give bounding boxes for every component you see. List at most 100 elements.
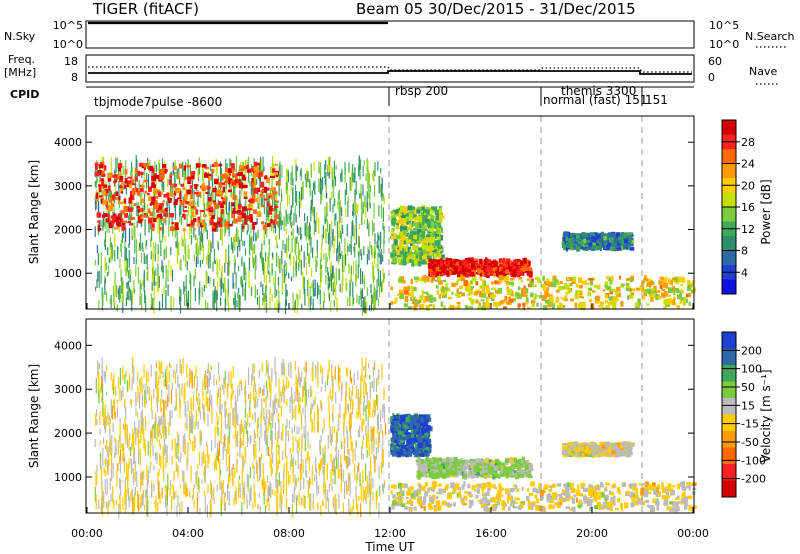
heatmap-cell bbox=[220, 426, 222, 445]
heatmap-cell bbox=[101, 375, 103, 390]
heatmap-cell bbox=[495, 289, 499, 294]
heatmap-cell bbox=[490, 294, 495, 299]
heatmap-cell bbox=[360, 287, 362, 300]
heatmap-cell bbox=[592, 290, 596, 293]
heatmap-cell bbox=[449, 261, 454, 268]
heatmap-cell bbox=[127, 221, 131, 224]
y-tick-label: 4000 bbox=[54, 136, 82, 149]
heatmap-cell bbox=[281, 250, 283, 264]
heatmap-cell bbox=[246, 230, 248, 235]
heatmap-cell bbox=[174, 190, 177, 197]
heatmap-cell bbox=[641, 280, 645, 287]
heatmap-cell bbox=[236, 227, 238, 243]
heatmap-cell bbox=[245, 199, 247, 211]
heatmap-cell bbox=[159, 175, 165, 181]
heatmap-cell bbox=[159, 492, 161, 504]
heatmap-cell bbox=[502, 272, 506, 278]
heatmap-cell bbox=[485, 270, 489, 274]
heatmap-cell bbox=[106, 218, 108, 233]
heatmap-cell bbox=[353, 373, 355, 385]
heatmap-cell bbox=[604, 300, 608, 304]
heatmap-cell bbox=[352, 211, 354, 216]
heatmap-cell bbox=[325, 160, 327, 170]
heatmap-cell bbox=[104, 231, 107, 243]
heatmap-cell bbox=[484, 302, 488, 308]
heatmap-cell bbox=[307, 226, 310, 240]
heatmap-cell bbox=[217, 242, 219, 250]
heatmap-cell bbox=[101, 370, 104, 384]
heatmap-cell bbox=[128, 207, 133, 213]
nsky-tick-top-left: 10^5 bbox=[53, 19, 83, 32]
heatmap-cell bbox=[270, 175, 275, 179]
heatmap-cell bbox=[309, 493, 311, 512]
heatmap-cell bbox=[435, 285, 439, 289]
heatmap-cell bbox=[383, 272, 385, 279]
heatmap-cell bbox=[174, 223, 179, 227]
heatmap-cell bbox=[186, 164, 191, 168]
heatmap-cell bbox=[390, 286, 393, 291]
heatmap-cell bbox=[149, 165, 154, 172]
heatmap-cell bbox=[250, 224, 252, 234]
heatmap-cell bbox=[214, 458, 217, 468]
heatmap-cell bbox=[168, 212, 170, 224]
heatmap-cell bbox=[444, 287, 448, 291]
heatmap-cell bbox=[339, 403, 341, 419]
heatmap-cell bbox=[486, 300, 489, 305]
heatmap-cell bbox=[183, 168, 185, 186]
heatmap-cell bbox=[311, 190, 313, 206]
heatmap-cell bbox=[240, 379, 242, 384]
heatmap-cell bbox=[449, 267, 453, 270]
heatmap-cell bbox=[219, 162, 222, 177]
heatmap-cell bbox=[209, 252, 211, 269]
heatmap-cell bbox=[433, 269, 436, 274]
heatmap-cell bbox=[110, 247, 112, 263]
heatmap-cell bbox=[327, 157, 329, 173]
heatmap-cell bbox=[403, 231, 407, 236]
heatmap-cell bbox=[310, 163, 312, 178]
heatmap-cell bbox=[202, 379, 204, 397]
heatmap-cell bbox=[112, 227, 114, 234]
heatmap-cell bbox=[129, 223, 134, 226]
heatmap-cell bbox=[210, 365, 212, 371]
heatmap-cell bbox=[410, 228, 413, 232]
heatmap-cell bbox=[362, 203, 364, 214]
heatmap-cell bbox=[216, 269, 219, 277]
heatmap-cell bbox=[170, 180, 172, 193]
heatmap-cell bbox=[109, 477, 111, 491]
heatmap-cell bbox=[398, 281, 401, 284]
heatmap-cell bbox=[460, 264, 466, 270]
heatmap-cell bbox=[288, 235, 290, 252]
heatmap-cell bbox=[268, 502, 270, 511]
heatmap-cell bbox=[123, 181, 125, 190]
heatmap-cell bbox=[279, 301, 281, 310]
heatmap-cell bbox=[347, 297, 349, 306]
heatmap-cell bbox=[185, 481, 187, 497]
cpid-segment-3: themis 3300 bbox=[561, 84, 636, 98]
heatmap-cell bbox=[324, 206, 326, 222]
heatmap-cell bbox=[184, 483, 186, 495]
heatmap-cell bbox=[417, 260, 422, 267]
heatmap-cell bbox=[305, 262, 308, 275]
heatmap-cell bbox=[230, 180, 234, 186]
heatmap-cell bbox=[303, 276, 305, 295]
heatmap-cell bbox=[197, 218, 201, 223]
heatmap-cell bbox=[132, 497, 134, 515]
heatmap-cell bbox=[101, 357, 103, 375]
heatmap-cell bbox=[332, 282, 334, 296]
heatmap-cell bbox=[396, 223, 399, 228]
heatmap-cell bbox=[248, 271, 250, 289]
heatmap-cell bbox=[475, 262, 478, 267]
heatmap-cell bbox=[373, 284, 375, 298]
heatmap-cell bbox=[274, 422, 276, 440]
heatmap-cell bbox=[252, 502, 254, 510]
heatmap-cell bbox=[285, 464, 288, 483]
heatmap-cell bbox=[616, 292, 622, 298]
heatmap-cell bbox=[574, 293, 579, 300]
heatmap-cell bbox=[190, 201, 192, 216]
heatmap-cell bbox=[672, 277, 677, 281]
heatmap-cell bbox=[438, 211, 441, 214]
heatmap-cell bbox=[373, 223, 375, 232]
heatmap-cell bbox=[334, 447, 337, 452]
heatmap-cell bbox=[303, 367, 305, 372]
